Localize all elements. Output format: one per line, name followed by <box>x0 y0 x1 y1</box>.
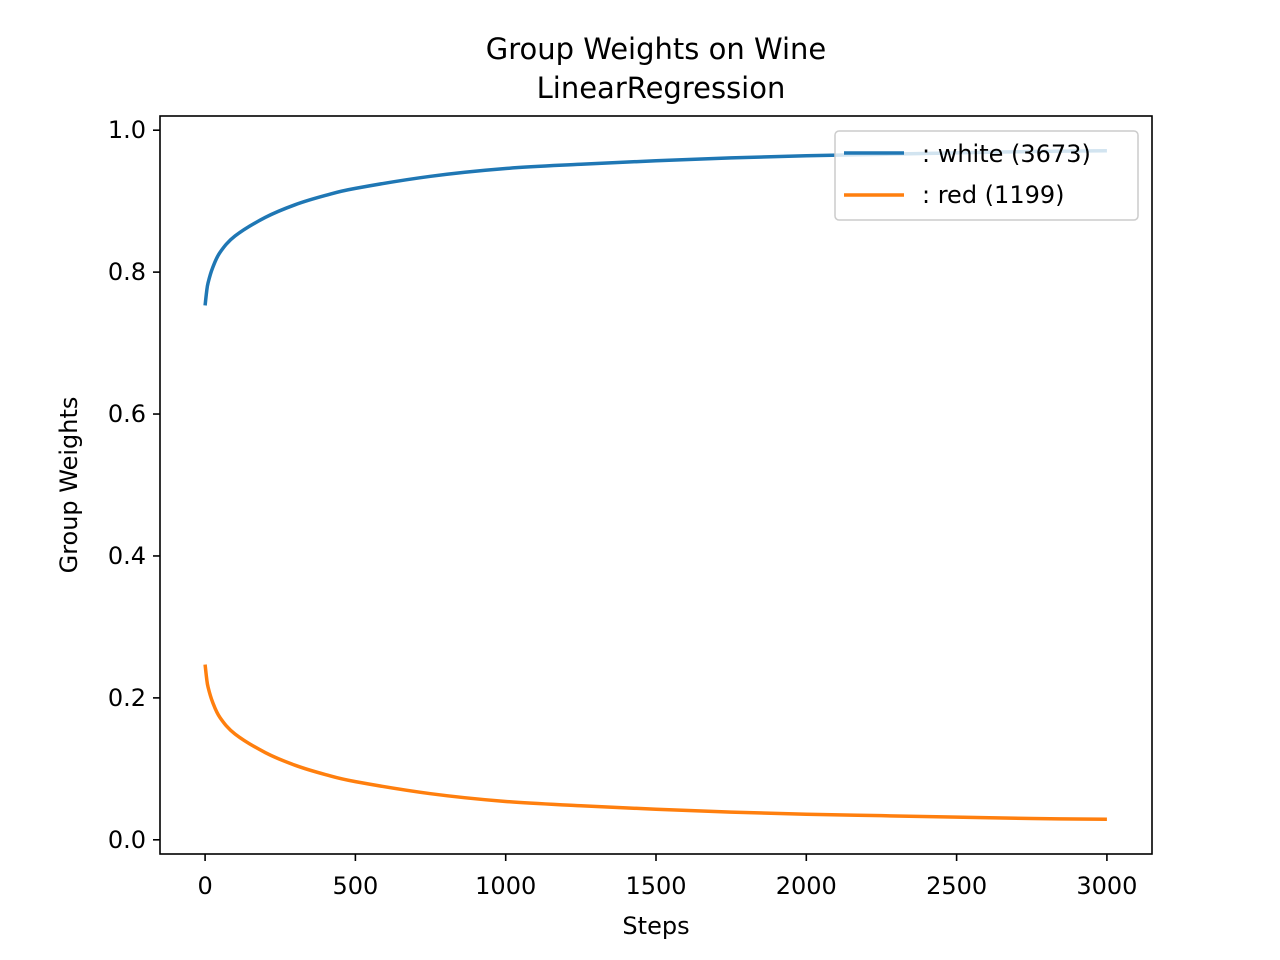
x-tick-label: 2000 <box>776 872 837 900</box>
x-axis-label: Steps <box>622 912 689 940</box>
x-tick-label: 1500 <box>625 872 686 900</box>
series-line-1 <box>203 664 1107 821</box>
legend-box <box>834 130 1139 221</box>
chart-title: Group Weights on Wine <box>486 32 827 66</box>
x-tick-label: 1000 <box>475 872 536 900</box>
plot-frame <box>159 115 1153 855</box>
ticks-layer: 0 500 1000 1500 2000 2500 3000 0.0 0.2 0.4 0.6 0.8 1… <box>108 116 1138 900</box>
y-tick-label: 0.2 <box>108 684 146 712</box>
x-tick-label: 500 <box>332 872 378 900</box>
y-axis-label: Group Weights <box>55 397 83 574</box>
y-tick-label: 0.4 <box>108 542 146 570</box>
y-tick-label: 0.6 <box>108 400 146 428</box>
y-tick-label: 1.0 <box>108 116 146 144</box>
legend: : white (3673) : red (1199) <box>834 130 1139 221</box>
series-layer <box>203 149 1107 821</box>
y-tick-label: 0.0 <box>108 826 146 854</box>
x-tick-label: 3000 <box>1076 872 1137 900</box>
chart-subtitle: LinearRegression <box>537 71 786 105</box>
y-tick-label: 0.8 <box>108 258 146 286</box>
legend-label-red: : red (1199) <box>922 181 1065 209</box>
x-tick-label: 0 <box>197 872 212 900</box>
x-tick-label: 2500 <box>926 872 987 900</box>
legend-label-white: : white (3673) <box>922 140 1091 168</box>
